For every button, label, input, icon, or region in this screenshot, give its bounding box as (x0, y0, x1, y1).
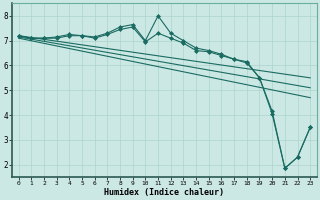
X-axis label: Humidex (Indice chaleur): Humidex (Indice chaleur) (104, 188, 224, 197)
